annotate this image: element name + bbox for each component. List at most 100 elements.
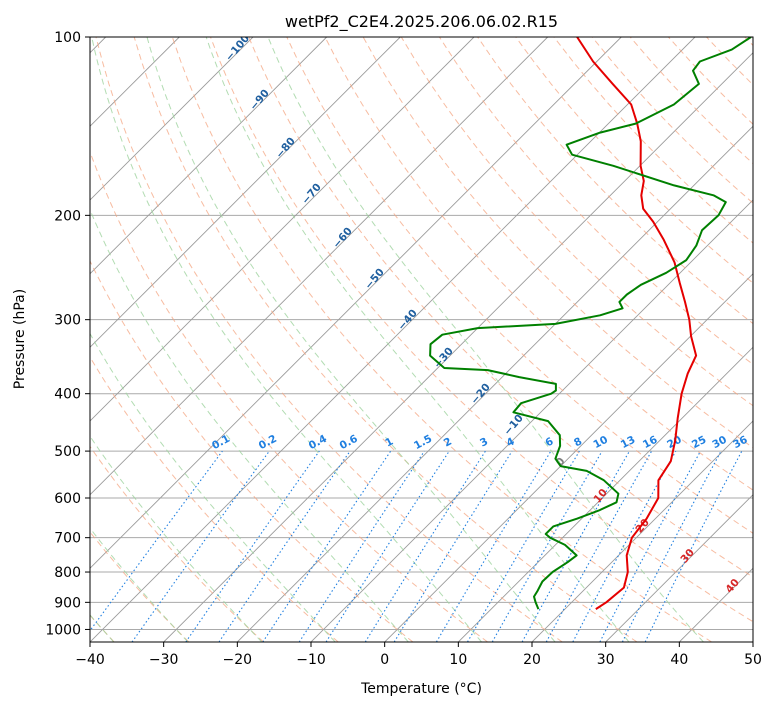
- mixing-ratio-line: [572, 450, 677, 642]
- mixing-ratio-line: [90, 450, 223, 632]
- dry-adiabat-label: −70: [300, 181, 324, 207]
- isotherm-line: [752, 641, 753, 642]
- dry-adiabat-line: [90, 150, 488, 642]
- mixing-ratio-label: 10: [591, 434, 610, 451]
- mixing-ratio-line: [521, 450, 630, 642]
- dry-adiabat-line: [95, 37, 563, 642]
- dry-adiabat-line: [553, 37, 753, 244]
- y-tick-label: 200: [54, 208, 81, 224]
- dry-adiabat-line: [90, 356, 339, 642]
- moist-adiabat-line: [205, 37, 630, 642]
- mixing-ratio-label: 1.5: [412, 433, 434, 452]
- moist-adiabat-line: [90, 435, 263, 642]
- moist-adiabat-line: [146, 37, 556, 642]
- x-tick-label: 10: [449, 652, 467, 668]
- x-tick-label: −10: [296, 652, 326, 668]
- mixing-ratio-line: [545, 450, 653, 642]
- mixing-ratio-line: [364, 450, 486, 642]
- mixing-ratio-label: 25: [690, 434, 709, 451]
- mixing-ratio-label: 13: [619, 434, 638, 451]
- sounding-profiles: [429, 37, 752, 610]
- isotherm-line: [236, 125, 753, 642]
- isotherm-line: [90, 37, 549, 496]
- mixing-ratio-line: [131, 450, 270, 642]
- x-tick-label: 50: [744, 652, 762, 668]
- dry-adiabat-line: [286, 37, 753, 534]
- isotherm-line: [90, 37, 328, 275]
- dry-adiabat-line: [477, 37, 753, 325]
- y-tick-label: 300: [54, 313, 81, 329]
- isotherm-line: [605, 494, 753, 642]
- mixing-ratio-label: 30: [710, 434, 729, 451]
- y-axis-label: Pressure (hPa): [12, 289, 28, 389]
- x-tick-label: 30: [597, 652, 615, 668]
- x-tick-label: 40: [670, 652, 688, 668]
- dry-adiabat-line: [90, 531, 190, 642]
- moist-adiabat-line: [267, 37, 704, 642]
- dry-adiabat-label: 10: [591, 487, 610, 506]
- dry-adiabat-line: [515, 37, 753, 284]
- dry-adiabat-label: −60: [331, 225, 355, 251]
- mixing-ratio-label: 0.2: [257, 433, 279, 452]
- mixing-ratio-line: [325, 450, 450, 642]
- mixing-ratio-label: 8: [572, 435, 584, 449]
- dry-adiabat-line: [210, 37, 753, 623]
- plot-frame: [89, 36, 754, 643]
- dry-adiabat-line: [324, 37, 753, 491]
- dry-adiabat-label: 40: [723, 577, 742, 596]
- temperature-profile-line: [576, 37, 698, 610]
- x-tick-label: 20: [523, 652, 541, 668]
- dry-adiabat-label: −10: [502, 412, 526, 438]
- isotherm-line: [90, 37, 254, 201]
- dry-adiabat-label: −80: [274, 135, 298, 161]
- isotherm-line: [90, 37, 696, 642]
- dry-adiabat-line: [706, 37, 753, 86]
- moist-adiabat-line: [90, 527, 189, 642]
- dry-adiabat-line: [90, 259, 414, 642]
- isotherm-line: [531, 420, 753, 642]
- y-tick-label: 400: [54, 387, 81, 403]
- x-tick-label: 0: [380, 652, 389, 668]
- y-tick-label: 700: [54, 531, 81, 547]
- y-tick-label: 500: [54, 444, 81, 460]
- y-tick-label: 1000: [45, 622, 81, 638]
- moist-adiabat-line: [90, 208, 409, 642]
- dry-adiabat-line: [744, 37, 753, 47]
- mixing-ratio-line: [262, 450, 392, 642]
- isotherm-line: [90, 37, 622, 569]
- y-tick-label: 600: [54, 491, 81, 507]
- mixing-ratio-line: [467, 450, 580, 642]
- mixing-ratio-line: [644, 450, 743, 642]
- dry-adiabat-label: −90: [248, 87, 272, 113]
- mixing-ratio-line: [218, 450, 351, 642]
- x-tick-label: −20: [223, 652, 253, 668]
- mixing-ratio-line: [298, 450, 425, 642]
- dry-adiabat-line: [171, 37, 712, 642]
- dry-adiabat-label: −50: [363, 266, 387, 292]
- mixing-ratio-line: [435, 450, 552, 642]
- mixing-ratio-line: [393, 450, 513, 642]
- isotherm-line: [90, 37, 475, 422]
- dewpoint-profile-line: [429, 37, 752, 610]
- isotherm-line: [310, 199, 753, 642]
- mixing-ratio-line: [599, 450, 701, 642]
- mixing-ratio-label: 6: [543, 435, 555, 449]
- mixing-ratio-line: [185, 450, 320, 642]
- dry-adiabat-label: 30: [678, 547, 697, 566]
- mixing-ratio-label: 3: [478, 435, 490, 449]
- mixing-ratio-label: 0.1: [210, 433, 232, 452]
- y-axis-ticks: 100 200 300 400 500 600 700 800 900 1000: [45, 30, 90, 638]
- x-axis-label: Temperature (°C): [360, 681, 482, 697]
- x-tick-label: −30: [149, 652, 179, 668]
- moist-adiabat-line: [90, 332, 336, 642]
- background-guides: [90, 37, 753, 642]
- y-tick-label: 900: [54, 595, 81, 611]
- x-axis-ticks: −40 −30 −20 −10 0 10 20 30 40 50: [75, 642, 762, 668]
- dry-adiabat-line: [90, 445, 264, 642]
- mixing-ratio-label: 36: [731, 434, 750, 451]
- y-tick-label: 800: [54, 565, 81, 581]
- mixing-ratio-label: 16: [641, 434, 660, 451]
- isotherm-line: [90, 37, 401, 348]
- dry-adiabat-line: [133, 37, 638, 642]
- chart-title: wetPf2_C2E4.2025.206.06.02.R15: [285, 12, 558, 32]
